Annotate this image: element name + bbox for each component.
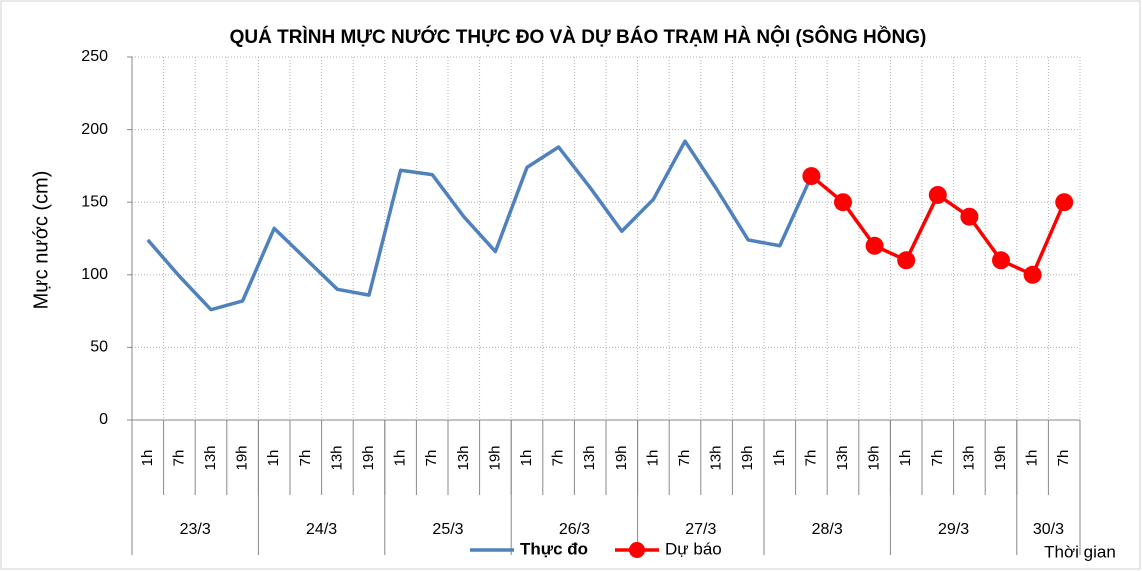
- x-tick-label: 7h: [550, 450, 567, 467]
- y-tick-label: 0: [99, 411, 108, 428]
- x-tick-label: 7h: [297, 450, 314, 467]
- x-tick-label: 19h: [866, 445, 883, 470]
- x-tick-label: 1h: [392, 450, 409, 467]
- x-tick-label: 13h: [455, 445, 472, 470]
- chart-title: QUÁ TRÌNH MỰC NƯỚC THỰC ĐO VÀ DỰ BÁO TRẠ…: [230, 26, 927, 48]
- x-tick-label: 7h: [1055, 450, 1072, 467]
- data-point: [897, 251, 916, 270]
- data-point: [960, 207, 979, 226]
- y-axis-label: Mực nước (cm): [30, 171, 52, 310]
- x-tick-label: 13h: [202, 445, 219, 470]
- data-point: [928, 185, 947, 204]
- date-label: 23/3: [180, 521, 211, 538]
- x-tick-label: 1h: [897, 450, 914, 467]
- date-label: 30/3: [1033, 521, 1064, 538]
- x-tick-label: 19h: [739, 445, 756, 470]
- date-label: 29/3: [938, 521, 969, 538]
- x-tick-label: 7h: [423, 450, 440, 467]
- y-tick-label: 150: [81, 193, 108, 210]
- legend-marker: [629, 542, 645, 558]
- y-tick-label: 200: [81, 121, 108, 138]
- date-label: 27/3: [685, 521, 716, 538]
- data-point: [834, 193, 852, 212]
- data-point: [865, 236, 884, 255]
- x-tick-label: 7h: [802, 450, 819, 467]
- series-line: [146, 139, 813, 312]
- y-tick-label: 250: [81, 48, 108, 65]
- data-point: [1055, 193, 1074, 212]
- x-tick-label: 1h: [644, 450, 661, 467]
- x-tick-label: 19h: [234, 445, 251, 470]
- date-label: 24/3: [306, 521, 337, 538]
- x-tick-label: 13h: [581, 445, 598, 470]
- x-tick-label: 19h: [360, 445, 377, 470]
- data-point: [992, 251, 1010, 270]
- x-tick-label: 1h: [1024, 450, 1041, 467]
- x-tick-label: 1h: [265, 450, 282, 467]
- x-tick-label: 7h: [170, 450, 187, 467]
- legend-label: Dự báo: [665, 539, 722, 558]
- date-label: 28/3: [812, 521, 843, 538]
- x-tick-label: 19h: [613, 445, 630, 470]
- x-tick-label: 1h: [518, 450, 535, 467]
- x-tick-label: 19h: [992, 445, 1009, 470]
- x-tick-label: 13h: [960, 445, 977, 470]
- x-tick-label: 1h: [771, 450, 788, 467]
- x-tick-label: 13h: [834, 445, 851, 470]
- data-point: [1023, 265, 1042, 284]
- x-tick-label: 1h: [139, 450, 156, 467]
- legend-label: Thực đo: [520, 539, 588, 558]
- x-tick-label: 7h: [929, 450, 946, 467]
- data-point: [802, 167, 821, 186]
- y-tick-label: 50: [90, 339, 108, 356]
- x-tick-label: 7h: [676, 450, 693, 467]
- x-tick-label: 19h: [486, 445, 503, 470]
- y-tick-label: 100: [81, 266, 108, 283]
- x-tick-label: 13h: [708, 445, 725, 470]
- date-label: 25/3: [432, 521, 463, 538]
- date-label: 26/3: [559, 521, 590, 538]
- x-tick-label: 13h: [328, 445, 345, 470]
